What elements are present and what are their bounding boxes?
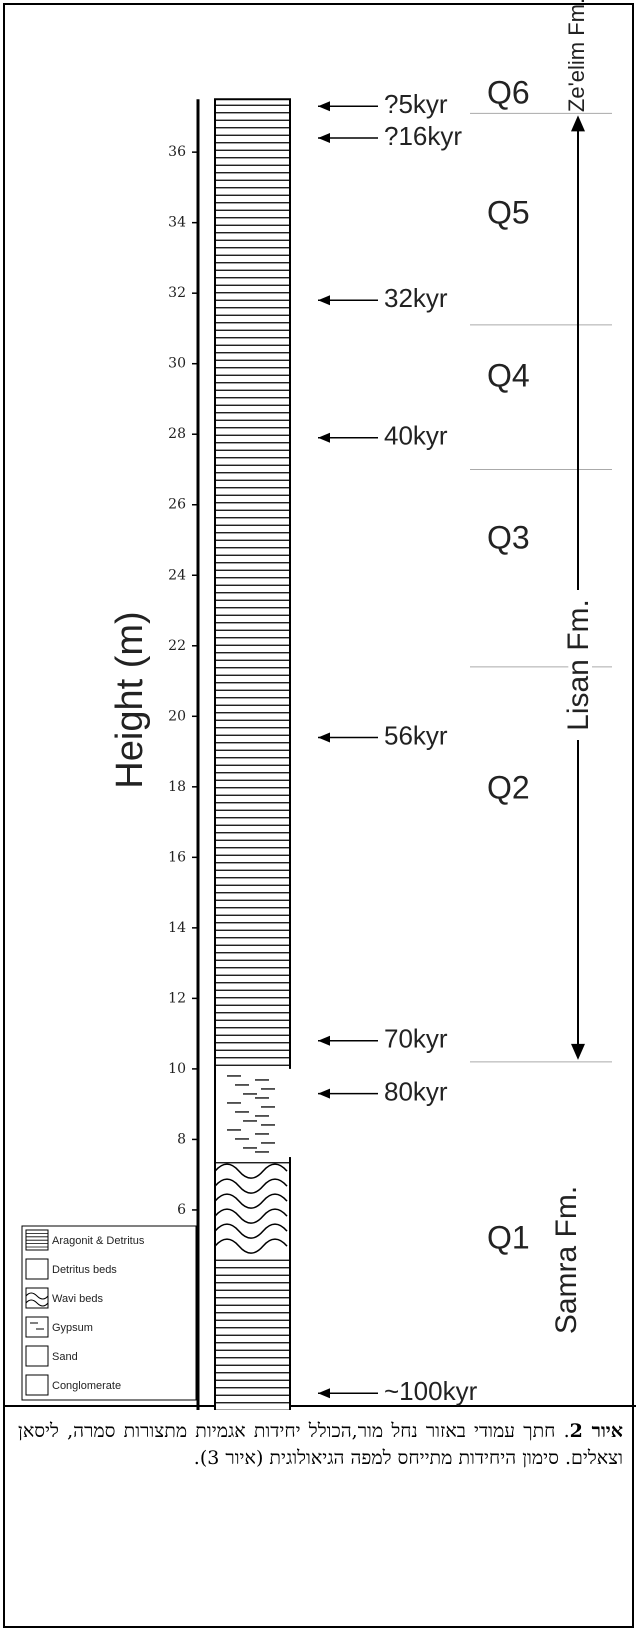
legend-label: Detritus beds	[52, 1264, 117, 1276]
arrow-head	[318, 295, 330, 306]
y-tick-label: 10	[168, 1061, 186, 1077]
arrow-head	[571, 1043, 585, 1060]
y-tick-label: 14	[168, 920, 186, 936]
swatch-dash	[30, 1322, 44, 1330]
unit-label: Q3	[487, 519, 530, 555]
arrow-head	[571, 115, 585, 132]
swatch-wave	[25, 1292, 49, 1307]
legend-label: Wavi beds	[52, 1293, 103, 1305]
y-tick-label: 36	[168, 144, 186, 160]
legend-label: Aragonit & Detritus	[52, 1235, 145, 1247]
arrow-head	[318, 1388, 330, 1399]
wavy-bed	[214, 1238, 288, 1254]
age-label: ~100kyr	[384, 1376, 478, 1406]
gypsum-zone	[216, 1068, 294, 1158]
y-tick-label: 22	[168, 638, 186, 654]
arrow-head	[318, 1035, 330, 1046]
arrow-head	[318, 1088, 330, 1099]
y-tick-label: 32	[168, 285, 186, 301]
y-tick-label: 20	[168, 708, 186, 724]
figure: 24681012141618202224262830323436Height (…	[5, 0, 636, 1410]
unit-label: Q4	[487, 357, 530, 393]
y-tick-label: 34	[168, 215, 186, 231]
y-tick-label: 18	[168, 779, 186, 795]
unit-label: Q2	[487, 769, 530, 805]
formation-label: Ze'elim Fm.	[564, 0, 589, 112]
y-tick-label: 28	[168, 426, 186, 442]
y-tick-label: 30	[168, 356, 186, 372]
formation-label: Lisan Fm.	[562, 599, 595, 731]
age-label: ?5kyr	[384, 89, 448, 119]
caption-text: . חתך עמודי באזור נחל מור,הכולל יחידות א…	[18, 1420, 623, 1469]
age-label: 40kyr	[384, 421, 448, 451]
legend-swatch	[25, 1287, 49, 1309]
wavy-bed	[214, 1223, 288, 1239]
caption: איור 2. חתך עמודי באזור נחל מור,הכולל יח…	[18, 1418, 623, 1472]
wavy-bed	[214, 1208, 288, 1224]
caption-label: איור 2	[569, 1420, 623, 1442]
y-tick-label: 12	[168, 990, 186, 1006]
y-tick-label: 24	[168, 567, 186, 583]
legend-box	[21, 1225, 197, 1401]
unit-label: Q5	[487, 194, 530, 230]
wavy-bed	[214, 1163, 288, 1179]
unit-label: Q1	[487, 1219, 530, 1255]
arrow-head	[318, 732, 330, 743]
y-tick-label: 8	[177, 1131, 186, 1147]
y-tick-label: 26	[168, 497, 186, 513]
legend-swatch	[25, 1374, 49, 1396]
age-label: 70kyr	[384, 1024, 448, 1054]
unit-label: Q6	[487, 74, 530, 110]
legend-label: Sand	[52, 1351, 78, 1363]
legend-label: Conglomerate	[52, 1380, 121, 1392]
y-tick-label: 6	[177, 1202, 186, 1218]
age-label: 80kyr	[384, 1076, 448, 1106]
y-tick-label: 16	[168, 849, 186, 865]
legend-swatch	[25, 1258, 49, 1280]
age-label: ?16kyr	[384, 121, 462, 151]
arrow-head	[318, 133, 330, 144]
arrow-head	[318, 432, 330, 443]
arrow-head	[318, 101, 330, 112]
wavy-bed	[214, 1178, 288, 1194]
legend-swatch	[25, 1316, 49, 1338]
y-axis-label: Height (m)	[109, 611, 151, 788]
legend-label: Gypsum	[52, 1322, 93, 1334]
age-label: 32kyr	[384, 283, 448, 313]
age-label: 56kyr	[384, 720, 448, 750]
wavy-bed	[214, 1193, 288, 1209]
formation-label: Samra Fm.	[550, 1186, 583, 1334]
page-frame	[3, 3, 634, 1628]
legend-swatch	[25, 1345, 49, 1367]
